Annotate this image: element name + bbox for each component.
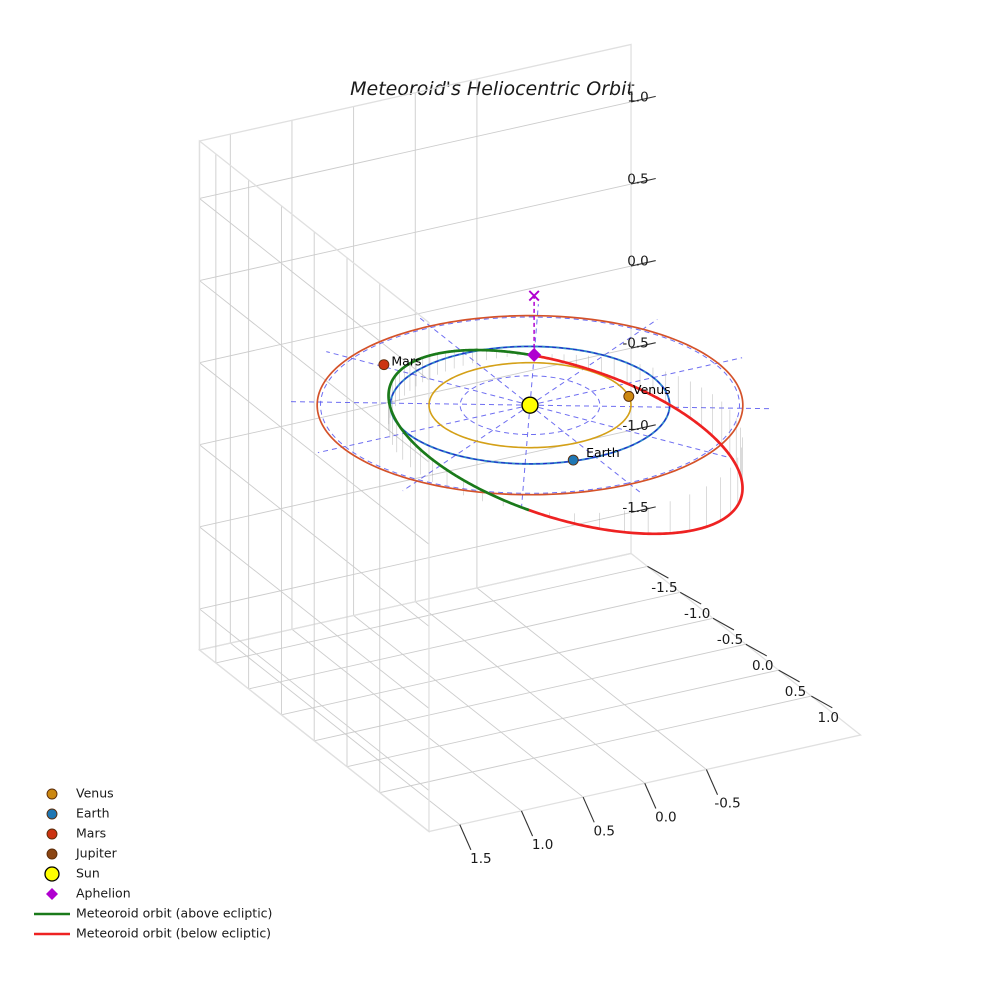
z-tick-label: 0.5 xyxy=(627,172,648,188)
x-tick-label: 0.5 xyxy=(785,684,806,700)
legend-label: Venus xyxy=(76,786,114,801)
legend-marker-mars-icon xyxy=(46,828,58,840)
y-tick-label: 1.0 xyxy=(532,837,553,853)
legend-label: Earth xyxy=(76,806,110,821)
planet-orbits xyxy=(316,314,744,496)
legend-entry: Sun xyxy=(44,866,100,882)
z-tick-label: -1.0 xyxy=(622,418,648,434)
x-tick-label: -0.5 xyxy=(717,632,743,648)
legend-label: Jupiter xyxy=(75,846,118,861)
legend-entry: Meteoroid orbit (above ecliptic) xyxy=(34,906,272,921)
x-tick-label: -1.0 xyxy=(684,606,710,622)
legend-marker-aphelion-icon xyxy=(46,888,58,900)
legend-entry: Venus xyxy=(46,786,114,801)
body-markers: Mars Venus Earth xyxy=(378,290,671,466)
marker-earth xyxy=(567,454,579,466)
x-tick-label: 1.0 xyxy=(818,710,839,726)
legend-marker-earth-icon xyxy=(46,808,58,820)
legend-label: Mars xyxy=(76,826,106,841)
page-title: Meteoroid's Heliocentric Orbit xyxy=(350,78,635,100)
annotation-earth: Earth xyxy=(586,445,620,460)
legend-label: Meteoroid orbit (above ecliptic) xyxy=(76,906,272,921)
legend-label: Meteoroid orbit (below ecliptic) xyxy=(76,926,271,941)
marker-venus xyxy=(623,390,635,402)
ecliptic-polar-grid xyxy=(289,304,771,507)
axis-ticks: 1.0 0.5 0.0 -0.5 -1.0 -1.5 -1.5 -1.0 -0.5 0.0 0.5 1… xyxy=(459,89,839,867)
legend-entry: Aphelion xyxy=(46,886,131,901)
legend-entry: Mars xyxy=(46,826,106,841)
legend-marker-venus-icon xyxy=(46,788,58,800)
annotation-venus: Venus xyxy=(633,382,671,397)
y-tick-label: 0.0 xyxy=(655,810,676,826)
legend: Venus Earth Mars Jupiter Sun Aphelion Meteoroi… xyxy=(34,786,272,941)
legend-marker-jupiter-icon xyxy=(46,848,58,860)
marker-mars xyxy=(378,359,390,371)
marker-sun xyxy=(521,396,539,414)
legend-label: Sun xyxy=(76,866,100,881)
legend-marker-sun-icon xyxy=(44,866,60,882)
annotation-mars: Mars xyxy=(391,353,421,368)
legend-entry: Meteoroid orbit (below ecliptic) xyxy=(34,926,271,941)
y-tick-label: 0.5 xyxy=(593,823,614,839)
orbit-droplines xyxy=(388,350,743,534)
legend-entry: Jupiter xyxy=(46,846,118,861)
z-tick-label: 0.0 xyxy=(627,254,648,270)
meteoroid-orbit xyxy=(387,348,744,536)
z-tick-label: -1.5 xyxy=(622,500,648,516)
marker-aphelion-projection xyxy=(528,290,540,302)
y-tick-label: -0.5 xyxy=(714,796,740,812)
y-tick-label: 1.5 xyxy=(470,851,491,867)
axes-panes xyxy=(197,43,863,833)
z-tick-label: -0.5 xyxy=(622,336,648,352)
z-tick-label: 1.0 xyxy=(627,89,648,105)
legend-label: Aphelion xyxy=(76,886,131,901)
x-tick-label: 0.0 xyxy=(752,658,773,674)
legend-entry: Earth xyxy=(46,806,110,821)
x-tick-label: -1.5 xyxy=(651,580,677,596)
